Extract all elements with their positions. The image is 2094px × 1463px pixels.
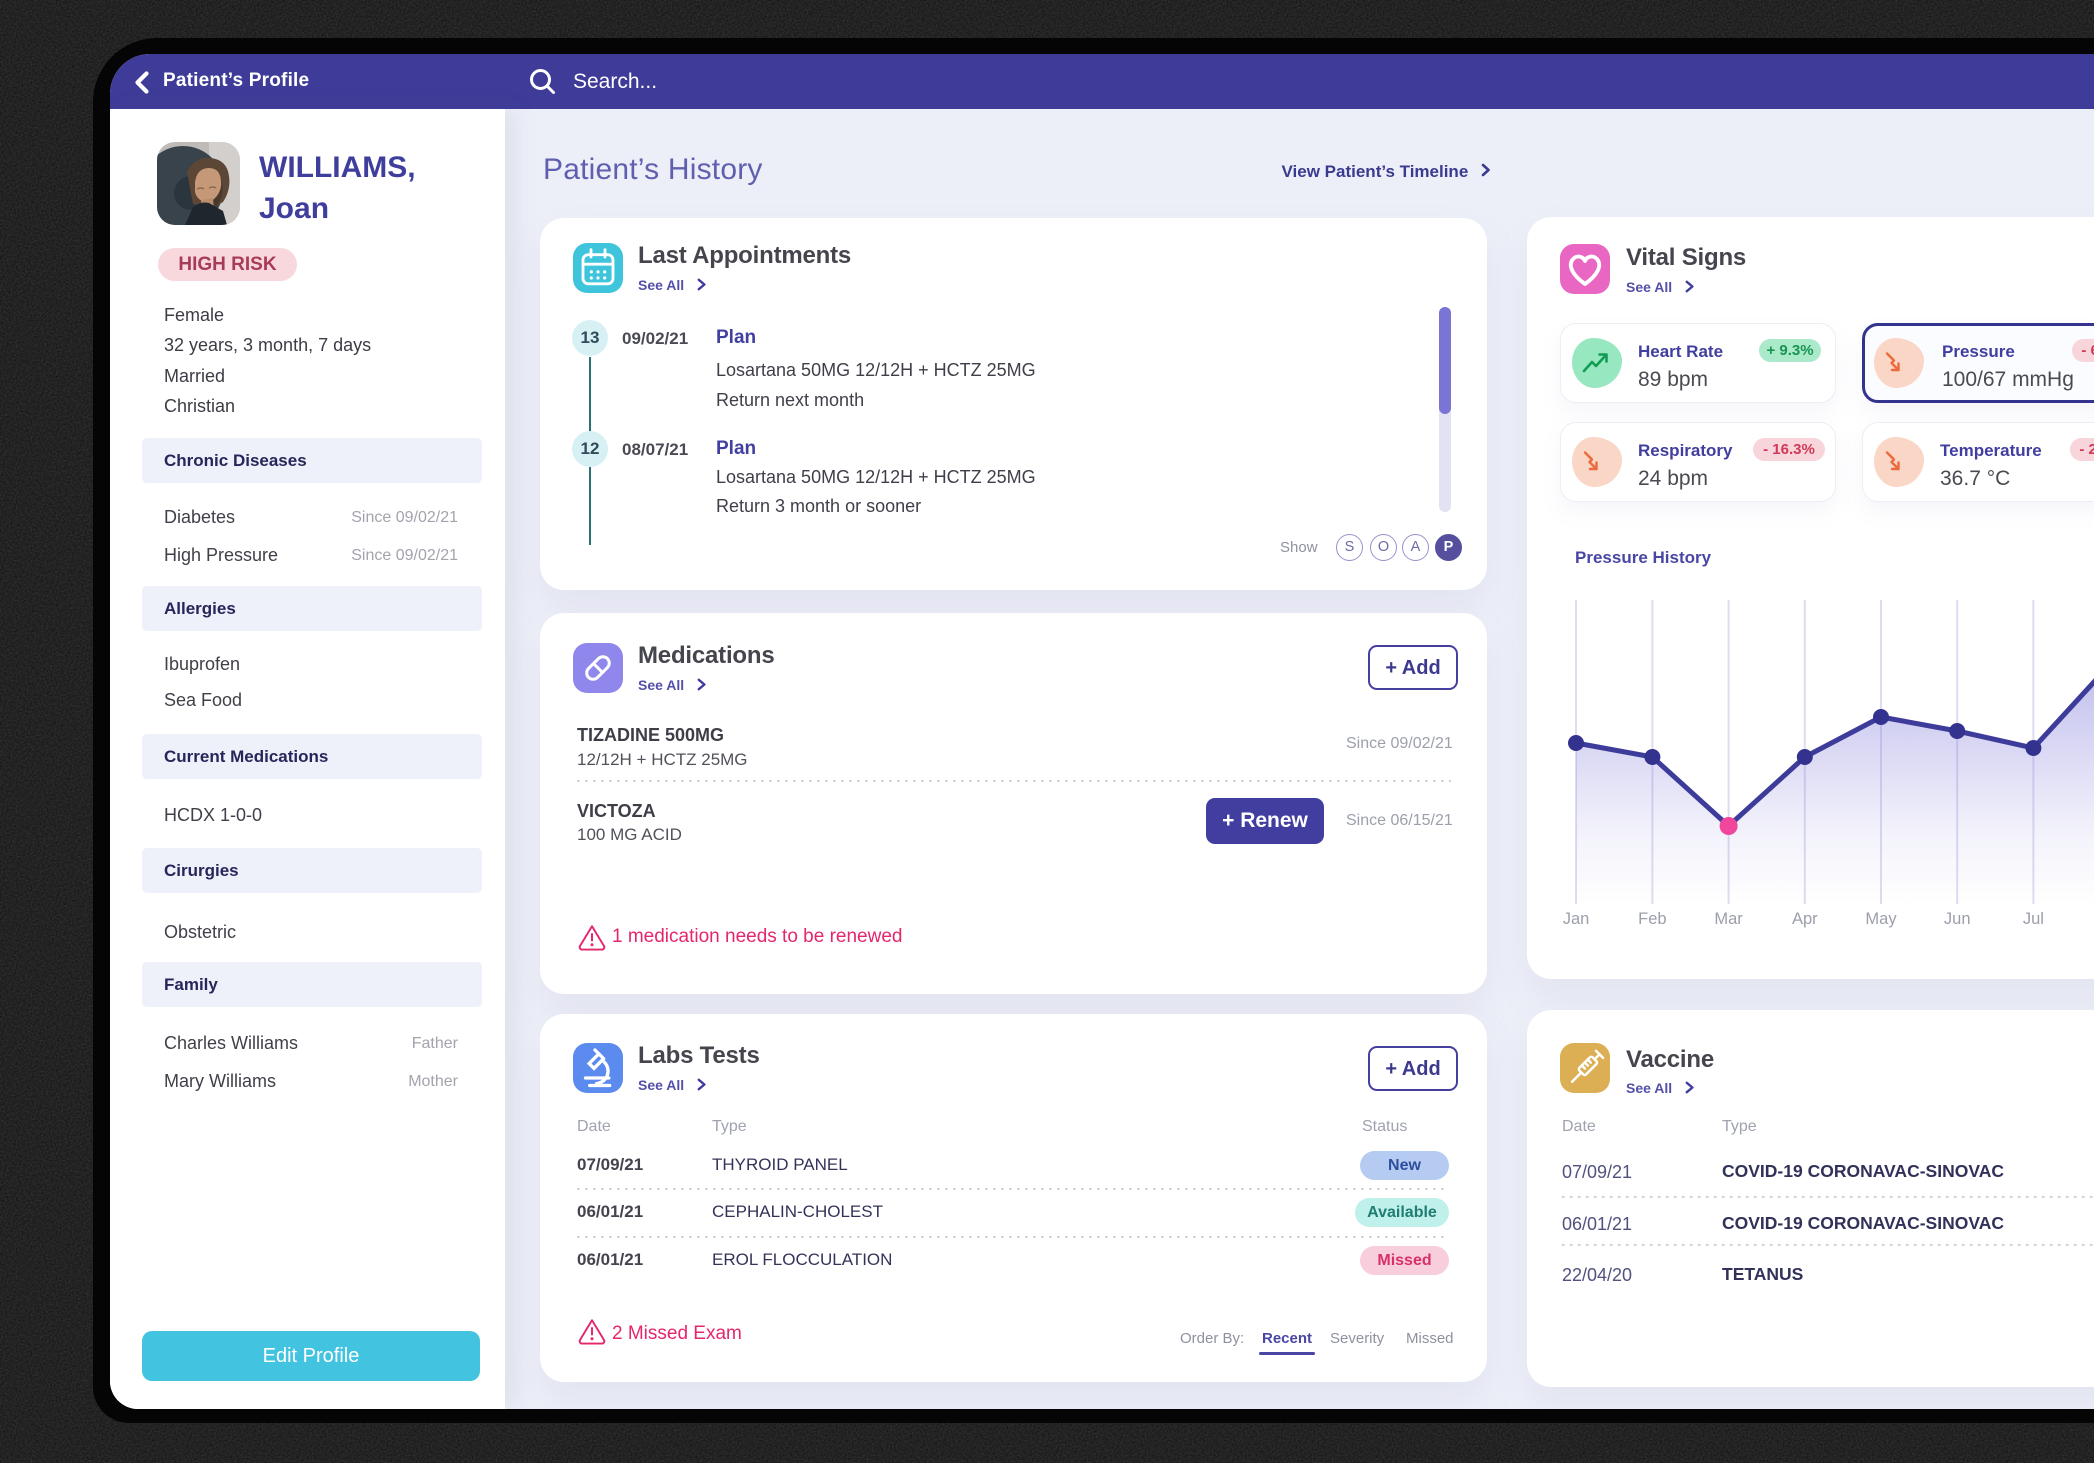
- svg-text:Jun: Jun: [1944, 910, 1971, 928]
- svg-text:Feb: Feb: [1638, 910, 1666, 928]
- svg-text:Jul: Jul: [2023, 910, 2044, 928]
- svg-text:May: May: [1865, 910, 1897, 928]
- svg-text:Apr: Apr: [1792, 910, 1818, 928]
- svg-text:Jan: Jan: [1563, 910, 1590, 928]
- svg-text:Mar: Mar: [1714, 910, 1743, 928]
